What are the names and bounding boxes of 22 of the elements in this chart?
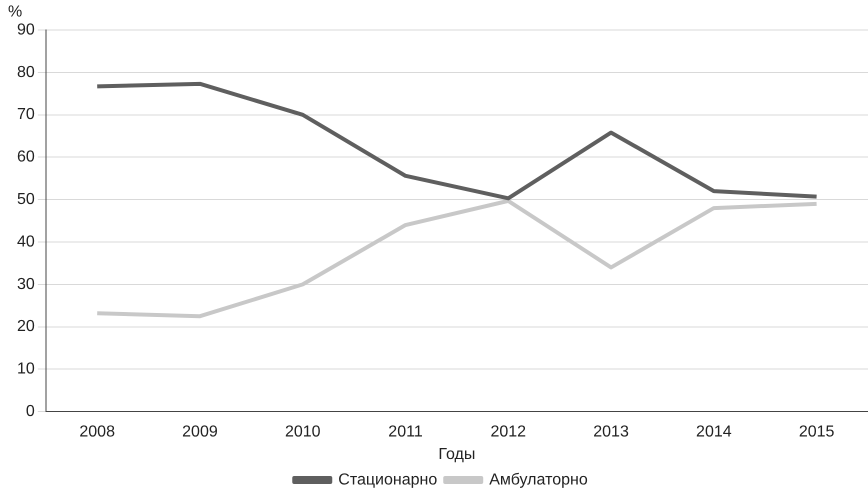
y-tick-label: 80 bbox=[17, 64, 35, 81]
y-tick-label: 40 bbox=[17, 233, 35, 250]
x-tick-label: 2011 bbox=[388, 424, 423, 441]
legend-label: Амбулаторно bbox=[489, 471, 588, 488]
x-tick-label: 2010 bbox=[284, 424, 321, 441]
x-tick-label: 2008 bbox=[79, 424, 116, 441]
x-tick-label: 2015 bbox=[798, 424, 835, 441]
y-axis-title: % bbox=[8, 3, 22, 20]
x-tick-label: 2014 bbox=[696, 424, 732, 441]
y-tick-label: 30 bbox=[17, 276, 35, 293]
y-tick-label: 50 bbox=[17, 191, 35, 208]
legend-label: Стационарно bbox=[338, 471, 438, 488]
x-tick-label: 2009 bbox=[182, 424, 218, 441]
y-tick-label: 90 bbox=[17, 21, 35, 38]
x-axis-title: Годы bbox=[438, 446, 476, 463]
y-tick-label: 0 bbox=[26, 403, 35, 420]
y-tick-label: 20 bbox=[17, 318, 35, 336]
y-tick-label: 60 bbox=[17, 148, 35, 166]
x-tick-label: 2013 bbox=[593, 424, 629, 441]
x-tick-label: 2012 bbox=[490, 424, 526, 441]
y-tick-label: 10 bbox=[17, 360, 35, 378]
y-tick-label: 70 bbox=[17, 106, 35, 124]
